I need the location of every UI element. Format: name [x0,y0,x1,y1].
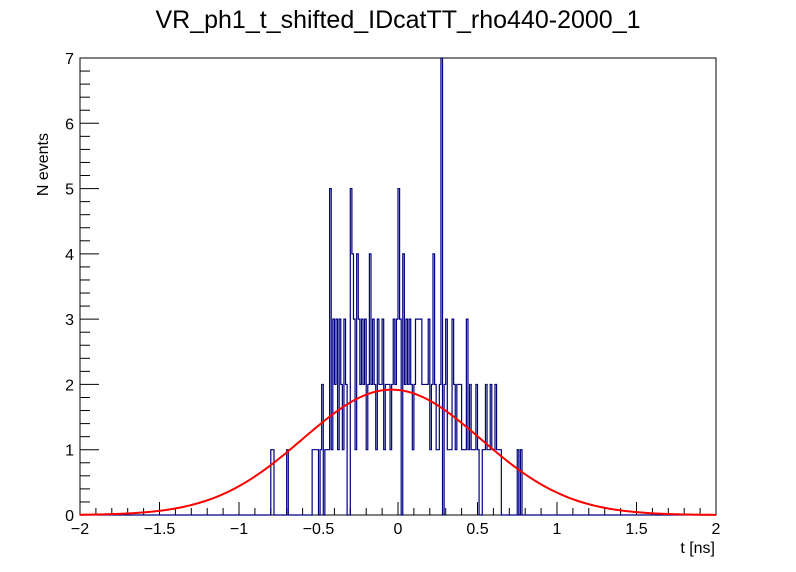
x-tick-label: 0.5 [466,521,488,538]
x-tick-label: 1.5 [625,521,647,538]
y-axis-ticks [80,57,99,516]
y-tick-label: 7 [65,51,74,68]
y-axis-tick-labels: 0 1 2 3 4 5 6 7 [65,51,74,525]
y-tick-label: 1 [65,443,74,460]
x-axis-tick-labels: −2 −1.5 −1 −0.5 0 0.5 1 1.5 2 [71,521,721,538]
x-tick-label: −2 [71,521,89,538]
y-tick-label: 0 [65,508,74,525]
y-tick-label: 5 [65,182,74,199]
x-tick-label: −0.5 [303,521,335,538]
x-axis-title: t [ns] [680,540,715,557]
chart-title: VR_ph1_t_shifted_IDcatTT_rho440-2000_1 [155,6,641,34]
x-tick-label: −1.5 [144,521,176,538]
x-tick-label: −1 [230,521,248,538]
histogram-series [80,57,716,516]
gaussian-fit-curve [79,388,717,516]
y-tick-label: 3 [65,312,74,329]
y-tick-label: 2 [65,377,74,394]
x-tick-label: 2 [712,521,721,538]
y-tick-label: 4 [65,247,74,264]
y-tick-label: 6 [65,116,74,133]
y-axis-title: N events [35,133,52,196]
x-tick-label: 0 [394,521,403,538]
x-tick-label: 1 [553,521,562,538]
